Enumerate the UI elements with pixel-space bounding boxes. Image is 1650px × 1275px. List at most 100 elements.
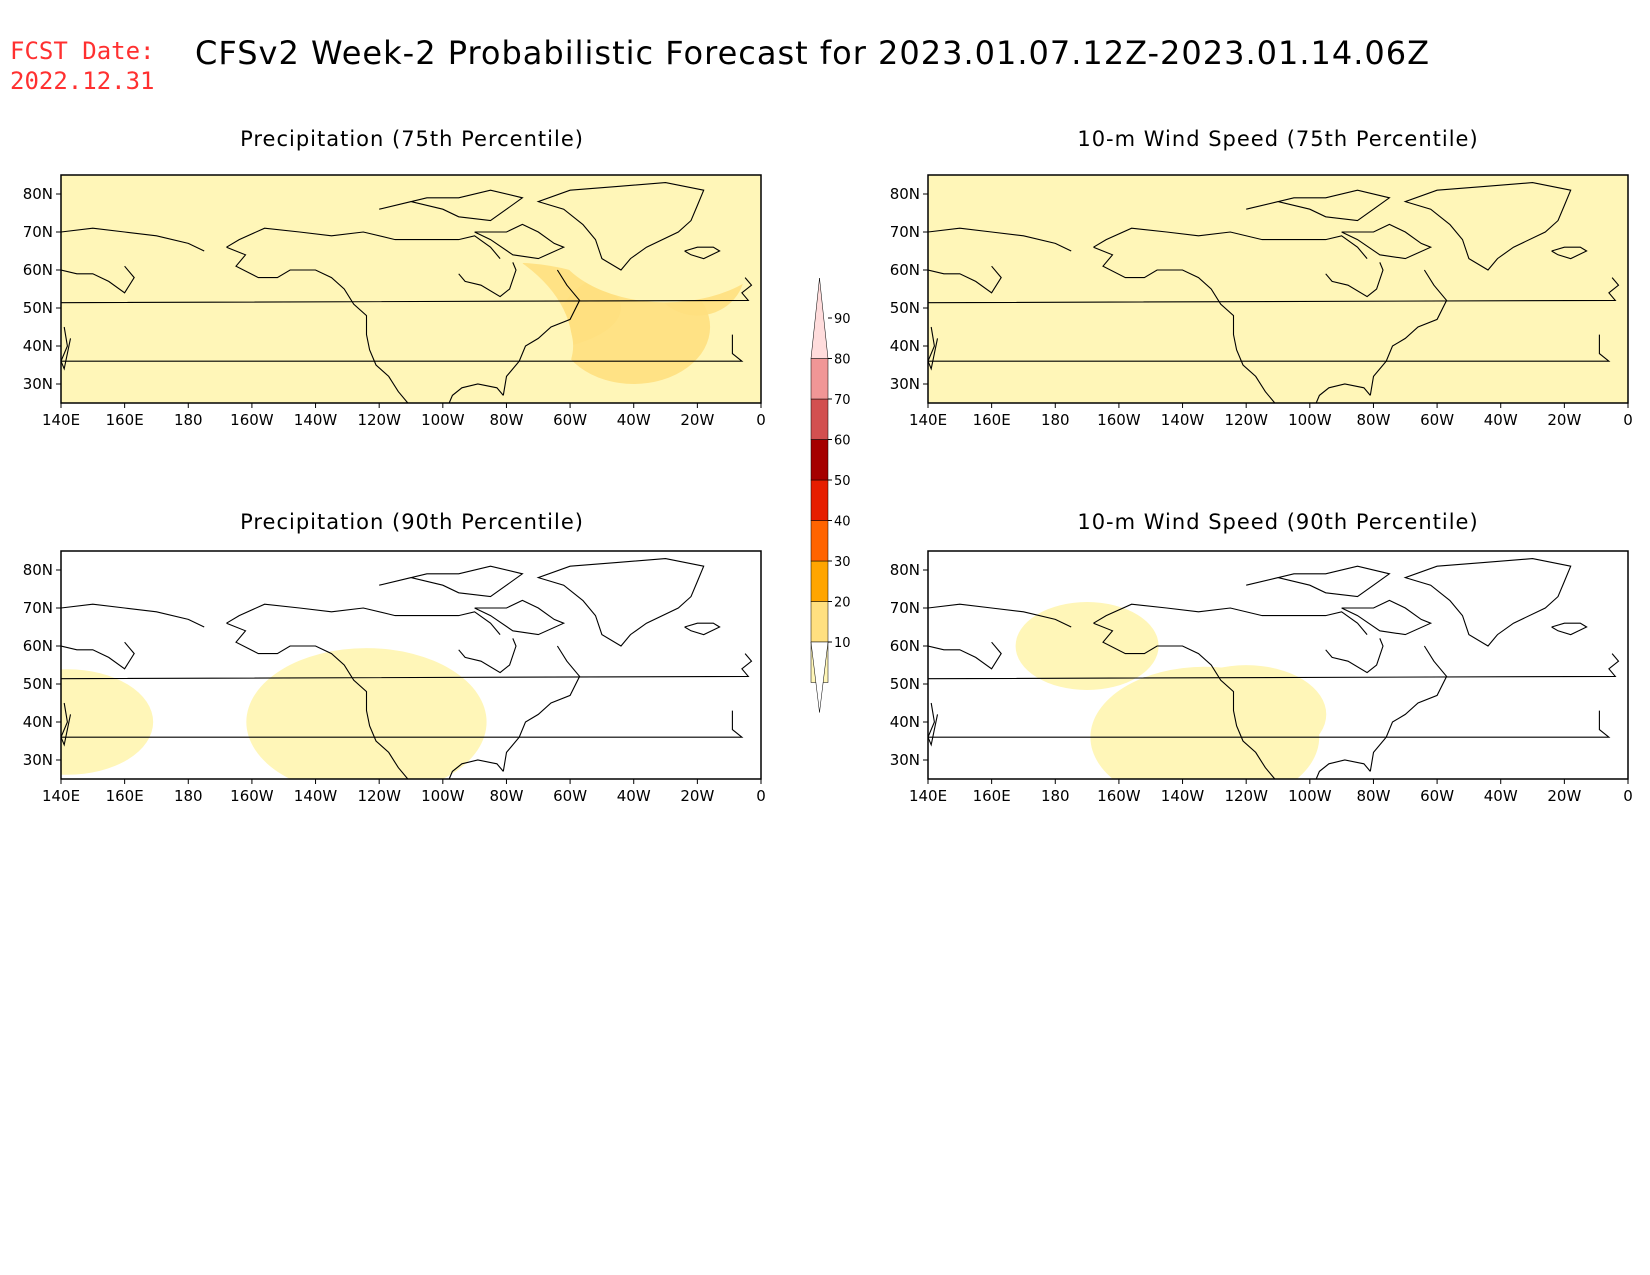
- coastline: [1341, 223, 1433, 260]
- coastline: [1325, 638, 1384, 674]
- colorbar-segment: [810, 277, 829, 359]
- coastline: [928, 334, 1611, 362]
- lon-tick-label: 120W: [1224, 787, 1268, 805]
- lat-tick-label: 60N: [23, 637, 53, 655]
- coastline: [474, 223, 566, 260]
- forecast-date-label: FCST Date: 2022.12.31: [10, 36, 155, 96]
- coastline: [226, 603, 501, 635]
- panel-title: Precipitation (75th Percentile): [240, 127, 584, 151]
- lon-tick-label: 80W: [1356, 787, 1390, 805]
- coastline: [1325, 262, 1384, 298]
- colorbar-segment: [810, 601, 829, 643]
- colorbar-segment: [810, 560, 829, 602]
- lat-tick-label: 80N: [23, 561, 53, 579]
- lon-tick-label: 140E: [42, 411, 80, 429]
- lat-tick-label: 30N: [890, 375, 920, 393]
- lon-tick-label: 180: [1041, 411, 1070, 429]
- colorbar-segment: [810, 439, 829, 481]
- colorbar-label: 10: [834, 636, 851, 651]
- lat-tick-label: 50N: [23, 299, 53, 317]
- lon-tick-label: 160E: [973, 411, 1011, 429]
- lat-tick-label: 70N: [23, 599, 53, 617]
- probability-field: [61, 551, 761, 779]
- map-frame: [60, 174, 762, 404]
- lat-tick-label: 40N: [890, 337, 920, 355]
- colorbar-label: 30: [834, 555, 851, 570]
- lon-tick-label: 40W: [1484, 787, 1518, 805]
- colorbar-lower-end: [810, 641, 829, 713]
- coastline: [1093, 603, 1368, 635]
- map-panel-1: Precipitation (75th Percentile) 140E 160E 1…: [23, 127, 766, 429]
- coastline: [1403, 182, 1572, 271]
- lon-tick-label: 100W: [1288, 411, 1332, 429]
- coastline: [1551, 246, 1588, 260]
- lon-tick-label: 0: [1623, 411, 1633, 429]
- base-shade: [80, 201, 233, 263]
- coastline: [1093, 227, 1368, 259]
- hotspot-contour: [61, 249, 225, 403]
- lon-tick-label: 160W: [1097, 787, 1141, 805]
- lat-tick-label: 50N: [890, 299, 920, 317]
- coastline: [474, 599, 566, 636]
- coastline: [1369, 645, 1448, 772]
- lon-tick-label: 60W: [553, 787, 587, 805]
- lon-tick-label: 100W: [421, 787, 465, 805]
- lon-tick-label: 20W: [1547, 787, 1581, 805]
- coastline: [928, 227, 1072, 252]
- map-frame: [927, 550, 1629, 780]
- lon-tick-label: 180: [174, 411, 203, 429]
- coastline: [61, 326, 72, 371]
- coastline: [1315, 759, 1371, 779]
- lon-tick-label: 120W: [357, 411, 401, 429]
- lon-tick-label: 140W: [1161, 411, 1205, 429]
- lat-tick-label: 80N: [890, 561, 920, 579]
- lon-tick-label: 140E: [42, 787, 80, 805]
- lon-tick-label: 180: [174, 787, 203, 805]
- lon-tick-label: 60W: [1420, 787, 1454, 805]
- coastline: [928, 702, 939, 747]
- lon-tick-label: 60W: [553, 411, 587, 429]
- coastline: [448, 383, 504, 403]
- hotspot-contour: [61, 669, 154, 775]
- coastline: [458, 262, 517, 298]
- coastline: [61, 702, 72, 747]
- lon-tick-label: 160W: [230, 787, 274, 805]
- hotspot-contour: [259, 685, 403, 774]
- colorbar-segment: [810, 520, 829, 562]
- map-panel-4: 10-m Wind Speed (90th Percentile) 140E 160…: [890, 510, 1633, 805]
- lat-tick-label: 50N: [23, 675, 53, 693]
- forecast-date-prefix: FCST Date:: [10, 37, 155, 65]
- coastline: [1246, 189, 1391, 222]
- coastline: [226, 227, 501, 259]
- coastline: [226, 246, 409, 403]
- lon-tick-label: 80W: [489, 411, 523, 429]
- colorbar-label: 50: [834, 474, 851, 489]
- forecast-date-value: 2022.12.31: [10, 67, 155, 95]
- lat-tick-label: 40N: [890, 713, 920, 731]
- coastline: [448, 759, 504, 779]
- lon-tick-label: 180: [1041, 787, 1070, 805]
- lat-tick-label: 40N: [23, 713, 53, 731]
- coastline: [1551, 622, 1588, 636]
- lat-tick-label: 80N: [890, 185, 920, 203]
- coastline: [928, 265, 1002, 294]
- coastline: [61, 277, 753, 304]
- hotspot-contour: [328, 175, 558, 284]
- coastline: [684, 622, 721, 636]
- lat-tick-label: 70N: [890, 599, 920, 617]
- colorbar-label: 80: [834, 353, 851, 368]
- coastline: [61, 265, 135, 294]
- lat-tick-label: 80N: [23, 185, 53, 203]
- coastline: [61, 710, 744, 738]
- coastline: [1246, 565, 1391, 598]
- coastline: [928, 641, 1002, 670]
- lon-tick-label: 160W: [230, 411, 274, 429]
- panel-title: Precipitation (90th Percentile): [240, 510, 584, 534]
- coastline: [1341, 599, 1433, 636]
- colorbar-label: 60: [834, 434, 851, 449]
- page-title: CFSv2 Week-2 Probabilistic Forecast for …: [195, 34, 1431, 72]
- map-frame: [60, 550, 762, 780]
- coastline: [536, 558, 705, 647]
- hotspot-contour: [1402, 175, 1628, 303]
- coastline: [1093, 246, 1276, 403]
